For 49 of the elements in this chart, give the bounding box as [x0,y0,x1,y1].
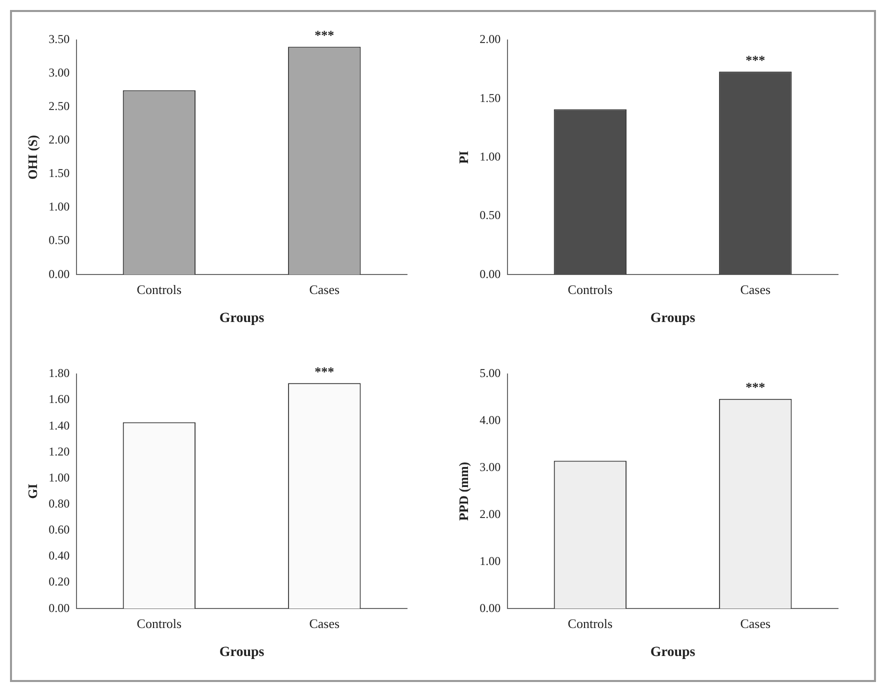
y-tick-label: 1.00 [480,149,501,164]
x-tick-label: Controls [136,616,182,631]
y-tick-label: 1.00 [480,554,501,568]
y-tick-label: 1.50 [48,166,70,180]
y-tick-label: 2.00 [48,132,70,147]
y-tick-label: 3.00 [48,66,70,80]
y-axis-title: PI [456,150,472,164]
y-tick-label: 0.00 [480,600,501,615]
x-tick-label: Cases [309,282,340,297]
annotation: *** [314,364,334,379]
x-tick-label: Controls [136,282,182,297]
x-axis-title: Groups [650,645,696,660]
annotation: *** [746,52,766,68]
x-tick-label: Cases [740,282,771,297]
y-tick-label: 3.00 [480,460,501,474]
x-tick-label: Cases [309,616,340,631]
annotation: *** [746,380,766,395]
y-tick-label: 1.00 [48,470,70,484]
y-tick-label: 0.00 [480,266,501,281]
y-tick-label: 1.00 [48,200,70,214]
y-axis-title: GI [25,484,40,499]
y-tick-label: 0.00 [48,600,70,615]
y-tick-label: 0.50 [480,208,501,222]
x-axis-title: Groups [219,645,265,660]
y-axis-title: PPD (mm) [456,462,472,521]
y-tick-label: 2.50 [48,99,70,114]
y-axis-title: OHI (S) [25,135,40,180]
y-tick-label: 0.20 [48,574,70,589]
annotation: *** [314,28,334,43]
x-tick-label: Controls [568,616,613,631]
y-tick-label: 2.00 [480,32,501,46]
y-tick-label: 5.00 [480,366,501,380]
y-tick-label: 1.60 [48,392,70,406]
y-tick-label: 4.00 [480,413,501,428]
x-axis-title: Groups [219,311,265,326]
y-tick-label: 0.50 [48,233,70,248]
x-tick-label: Controls [568,282,613,297]
x-axis-title: Groups [650,311,696,326]
x-tick-label: Cases [740,616,771,631]
y-tick-label: 1.80 [48,366,70,380]
y-tick-label: 1.20 [48,444,70,458]
y-tick-label: 2.00 [480,506,501,521]
y-tick-label: 0.00 [48,266,70,281]
y-tick-label: 0.40 [48,548,70,563]
y-tick-label: 0.80 [48,496,70,510]
y-tick-label: 3.50 [48,32,70,46]
y-tick-label: 1.40 [48,418,70,432]
y-tick-label: 0.60 [48,522,70,537]
y-tick-label: 1.50 [480,90,501,105]
